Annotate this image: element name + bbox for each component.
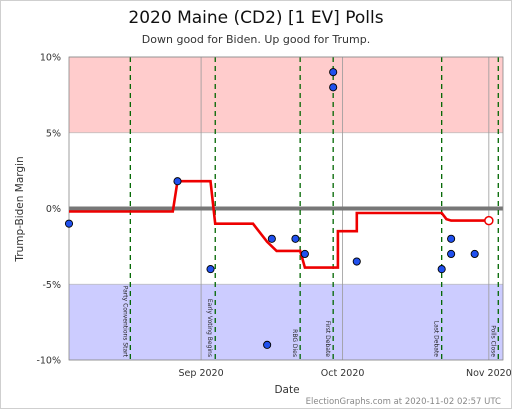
biden-band [69,284,503,360]
poll-point [447,234,456,243]
poll-point [267,234,276,243]
poll-point [437,265,446,274]
x-tick-label: Oct 2020 [321,368,365,379]
chart-subtitle: Down good for Biden. Up good for Trump. [142,33,370,46]
y-axis-label: Trump-Biden Margin [14,156,26,262]
event-label: Party Conventions Start [121,286,128,358]
poll-point [329,83,338,92]
poll-point [300,249,309,258]
y-tick-label: -5% [43,280,62,291]
poll-point [291,234,300,243]
event-label: Last Debate [433,321,440,358]
event-label: Early Voting Begins [206,299,213,357]
x-tick-label: Nov 2020 [466,368,511,379]
y-tick-label: -10% [36,356,61,367]
average-line [69,179,489,269]
y-tick-label: 0% [46,204,61,215]
plot-area: Party Conventions Start Early Voting Begi… [36,53,511,380]
poll-point [206,265,215,274]
trump-band [69,57,503,133]
y-tick-label: 5% [46,128,61,139]
x-axis-label: Date [274,384,299,396]
poll-point [470,249,479,258]
chart-title: 2020 Maine (CD2) [1 EV] Polls [128,8,383,28]
event-label: RBG Dies [291,329,298,357]
y-tick-label: 10% [40,53,61,64]
poll-point [329,68,338,77]
plot-border [68,56,504,361]
x-tick-label: Sep 2020 [179,368,224,379]
event-label: First Debate [324,321,331,358]
footer-credit: ElectionGraphs.com at 2020-11-02 02:57 U… [306,397,501,407]
poll-point [263,340,272,349]
event-label: Polls Close [489,325,496,357]
poll-point [173,177,182,186]
latest-average-marker [484,215,494,226]
poll-point [447,249,456,258]
poll-point [64,219,74,228]
poll-point [352,257,361,266]
